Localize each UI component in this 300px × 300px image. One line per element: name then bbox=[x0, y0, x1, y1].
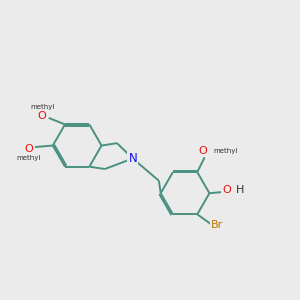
Text: O: O bbox=[38, 111, 46, 122]
Text: O: O bbox=[24, 143, 33, 154]
Text: H: H bbox=[236, 185, 244, 195]
Text: O: O bbox=[199, 146, 208, 156]
Text: methyl: methyl bbox=[16, 155, 40, 161]
Text: methyl: methyl bbox=[30, 103, 54, 109]
Text: O: O bbox=[222, 185, 231, 195]
Text: methyl: methyl bbox=[213, 148, 237, 154]
Text: N: N bbox=[128, 152, 137, 165]
Text: Br: Br bbox=[211, 220, 223, 230]
